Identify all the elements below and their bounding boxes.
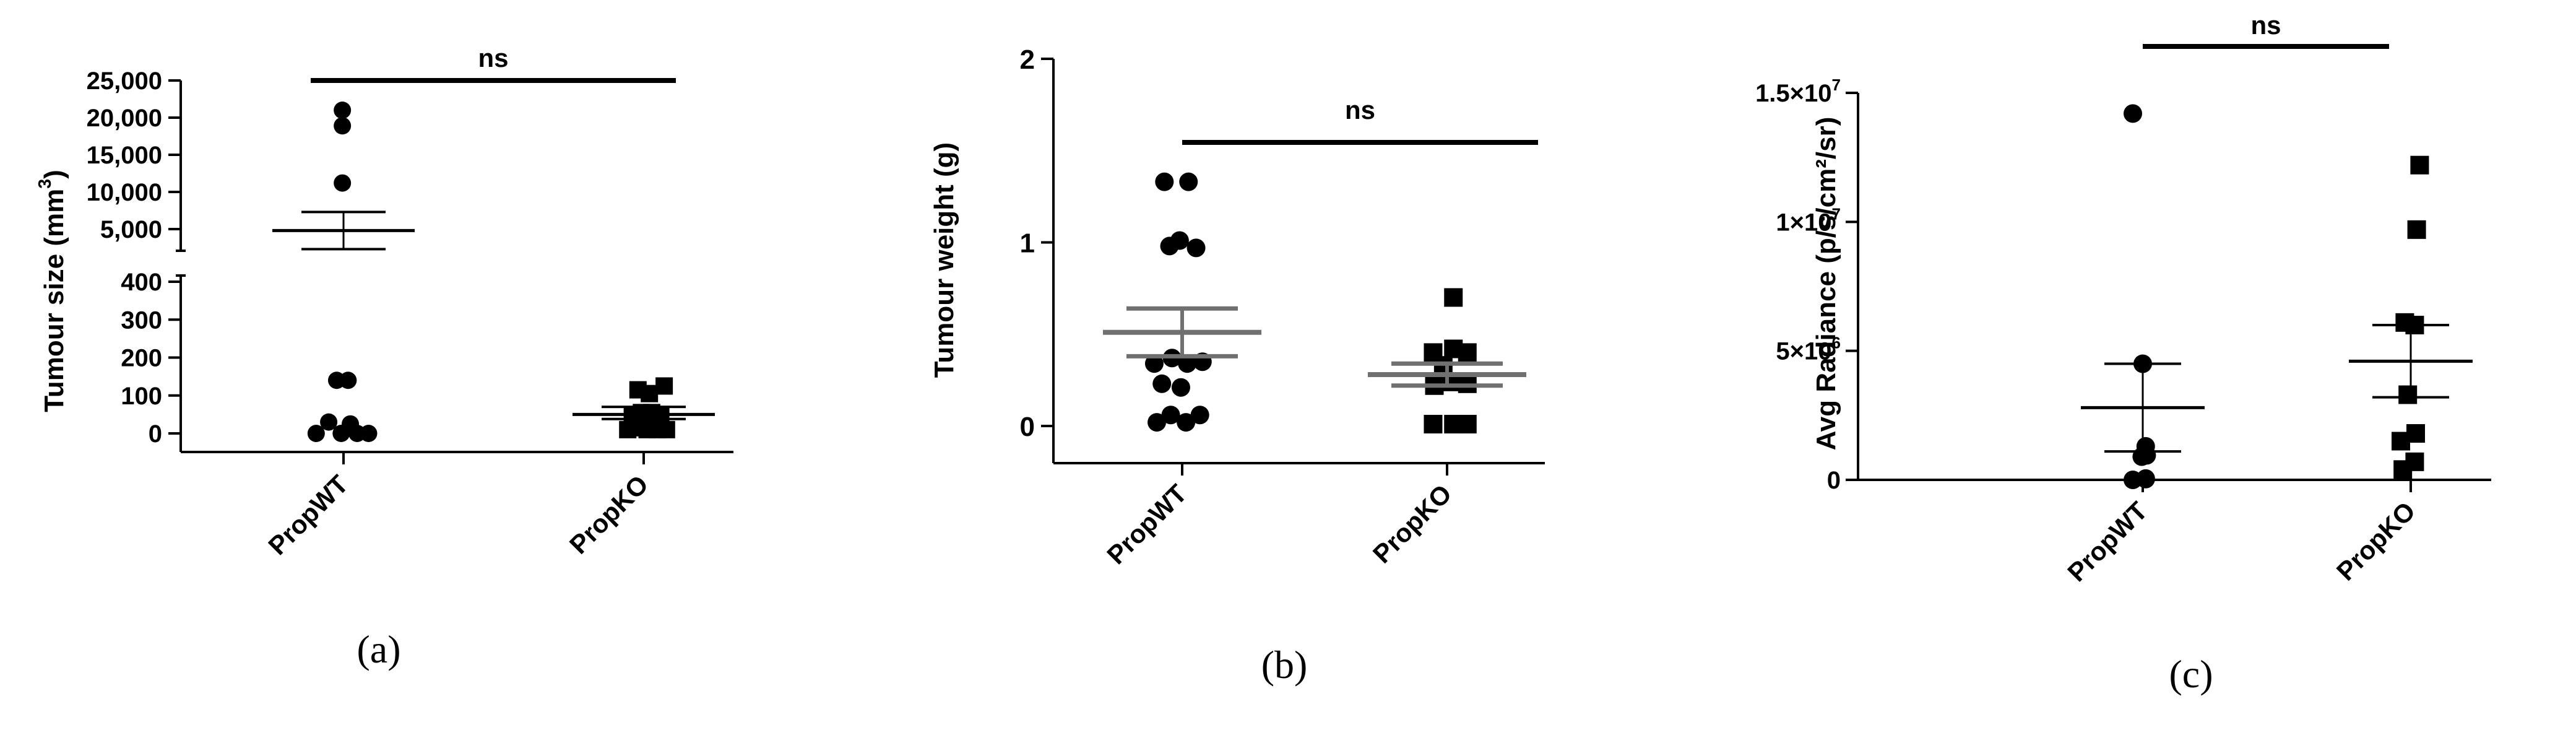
data-point [2407,220,2426,239]
significance-label: ns [2250,11,2281,40]
data-point [1458,343,1477,362]
data-point [1179,172,1198,191]
data-point [1178,354,1197,373]
y-tick-label: 10,000 [87,179,162,206]
y-tick-label: 300 [121,306,162,334]
data-point [1190,406,1209,425]
y-tick-label: 1 [1020,228,1035,259]
data-point [1171,378,1190,397]
panel-label: (c) [2169,652,2213,696]
data-point [1424,415,1443,434]
data-point [2132,447,2151,466]
data-point [1148,413,1167,432]
y-tick-label: 25,000 [87,67,162,95]
panel-label: (a) [357,627,400,671]
significance-label: ns [1345,95,1375,124]
x-tick-label: PropKO [1367,479,1457,568]
y-tick-label: 0 [149,420,162,448]
y-tick-label: 400 [121,269,162,296]
y-tick-label: 1.5×107 [1755,76,1841,107]
chart-panel-b: 0 1 2 Tumour weight (g) PropWT PropKO ns (b) [929,45,1545,687]
y-tick-label: 15,000 [87,142,162,169]
data-point [2410,155,2429,175]
y-tick-label: 200 [121,345,162,372]
data-point [360,425,378,442]
data-point [1444,288,1463,307]
data-point [334,117,352,135]
panel-label: (b) [1261,643,1308,687]
y-tick-label: 1×107 [1776,204,1841,236]
x-tick-label: PropKO [2331,496,2421,586]
data-point [1170,231,1189,250]
data-point [2398,385,2418,404]
data-point [2136,469,2155,489]
data-point [1155,172,1174,191]
data-point [1144,354,1164,373]
data-point [332,425,350,442]
data-point [1177,413,1196,432]
y-axis-label: Tumour size (mm3) [35,170,69,412]
y-tick-label: 0 [1827,467,1841,494]
chart-panel-a: 0 100 200 300 400 5,000 10,000 15,000 20,000 25,0… [35,43,733,671]
y-tick-label: 5×106 [1776,334,1841,365]
y-tick-label: 20,000 [87,105,162,132]
data-point [1152,374,1172,393]
data-point [2392,432,2410,451]
data-point [657,420,675,438]
data-point [1161,406,1180,425]
y-axis-label: Avg Radiance (p/s/cm²/sr) [1811,117,1841,451]
x-tick-label: PropKO [564,469,654,559]
data-point [655,377,673,395]
significance-label: ns [478,43,508,72]
data-point [2393,460,2413,479]
data-point [334,102,352,119]
data-point [641,385,659,402]
x-tick-label: PropWT [2062,496,2153,587]
data-point [339,372,357,389]
data-point [1186,238,1206,258]
y-tick-label: 0 [1020,412,1035,442]
chart-panel-c: 0 5×106 1×107 1.5×107 Avg Radiance (p/s/cm²/… [1755,11,2491,696]
data-point [1458,415,1477,434]
data-point [307,425,325,442]
y-tick-label: 5,000 [100,216,162,243]
data-point [334,174,352,192]
y-tick-label: 100 [121,383,162,410]
y-tick-label: 2 [1020,45,1035,75]
data-point [320,413,338,431]
x-tick-label: PropWT [262,469,353,560]
y-axis-label: Tumour weight (g) [929,142,959,378]
data-point [2124,104,2142,123]
x-tick-label: PropWT [1101,479,1192,570]
